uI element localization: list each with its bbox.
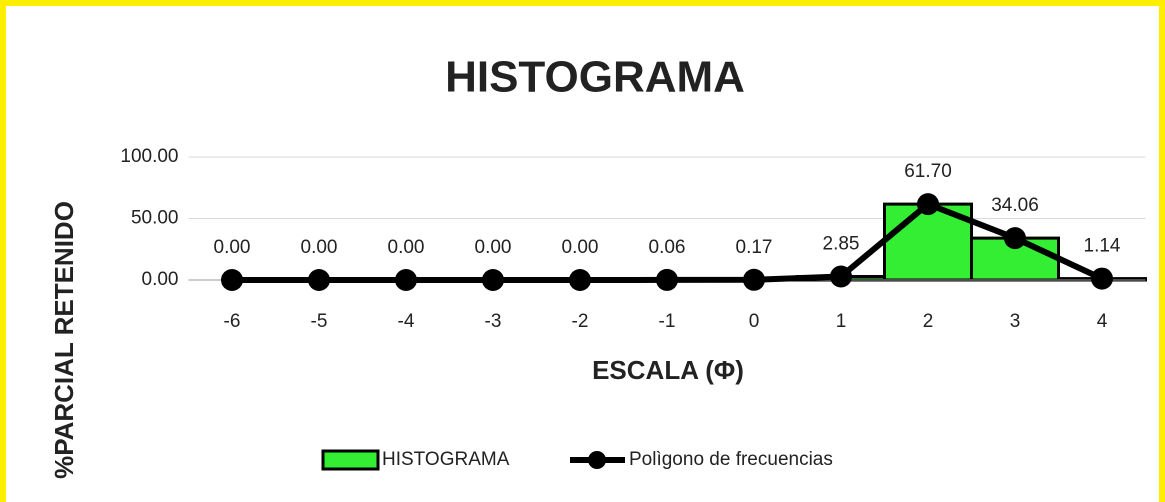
legend-marker <box>588 451 606 469</box>
x-tick-label: -5 <box>311 311 328 332</box>
point <box>221 269 243 291</box>
x-tick-label: 2 <box>923 311 934 332</box>
point <box>308 269 330 291</box>
x-tick-label: 0 <box>749 311 760 332</box>
point <box>743 268 765 291</box>
chart-title: HISTOGRAMA <box>445 53 745 102</box>
data-label: 0.00 <box>562 237 599 258</box>
y-tick-label: 0.00 <box>142 269 179 290</box>
x-tick-label: -4 <box>398 311 415 332</box>
x-tick-label: -3 <box>485 311 502 332</box>
data-label: 0.00 <box>475 237 512 258</box>
point <box>830 265 852 288</box>
point <box>656 268 678 291</box>
point <box>1091 267 1113 290</box>
point <box>569 269 591 291</box>
legend-label: Polìgono de frecuencias <box>629 449 833 470</box>
data-label: 0.00 <box>301 237 338 258</box>
point <box>917 193 939 216</box>
x-tick-label: 3 <box>1010 311 1021 332</box>
x-tick-label: -2 <box>572 311 589 332</box>
data-label: 34.06 <box>991 195 1039 216</box>
data-label: 0.00 <box>388 237 425 258</box>
y-tick-label: 50.00 <box>131 208 179 229</box>
data-label: 61.70 <box>904 161 952 182</box>
x-axis-label: ESCALA (Φ) <box>592 355 744 385</box>
legend-label: HISTOGRAMA <box>382 449 510 470</box>
x-tick-label: -1 <box>659 311 676 332</box>
point <box>482 269 504 291</box>
y-axis-label: %PARCIAL RETENIDO <box>49 201 79 479</box>
point <box>395 269 417 291</box>
x-tick-label: -6 <box>224 311 241 332</box>
data-label: 1.14 <box>1084 236 1121 257</box>
y-tick-label: 100.00 <box>120 146 178 167</box>
data-label: 0.00 <box>214 237 251 258</box>
data-label: 2.85 <box>823 234 860 255</box>
point <box>1004 227 1026 250</box>
x-tick-label: 1 <box>836 311 847 332</box>
x-tick-label: 4 <box>1097 311 1108 332</box>
data-label: 0.06 <box>649 237 686 258</box>
legend-swatch <box>321 449 380 471</box>
data-label: 0.17 <box>736 237 773 258</box>
